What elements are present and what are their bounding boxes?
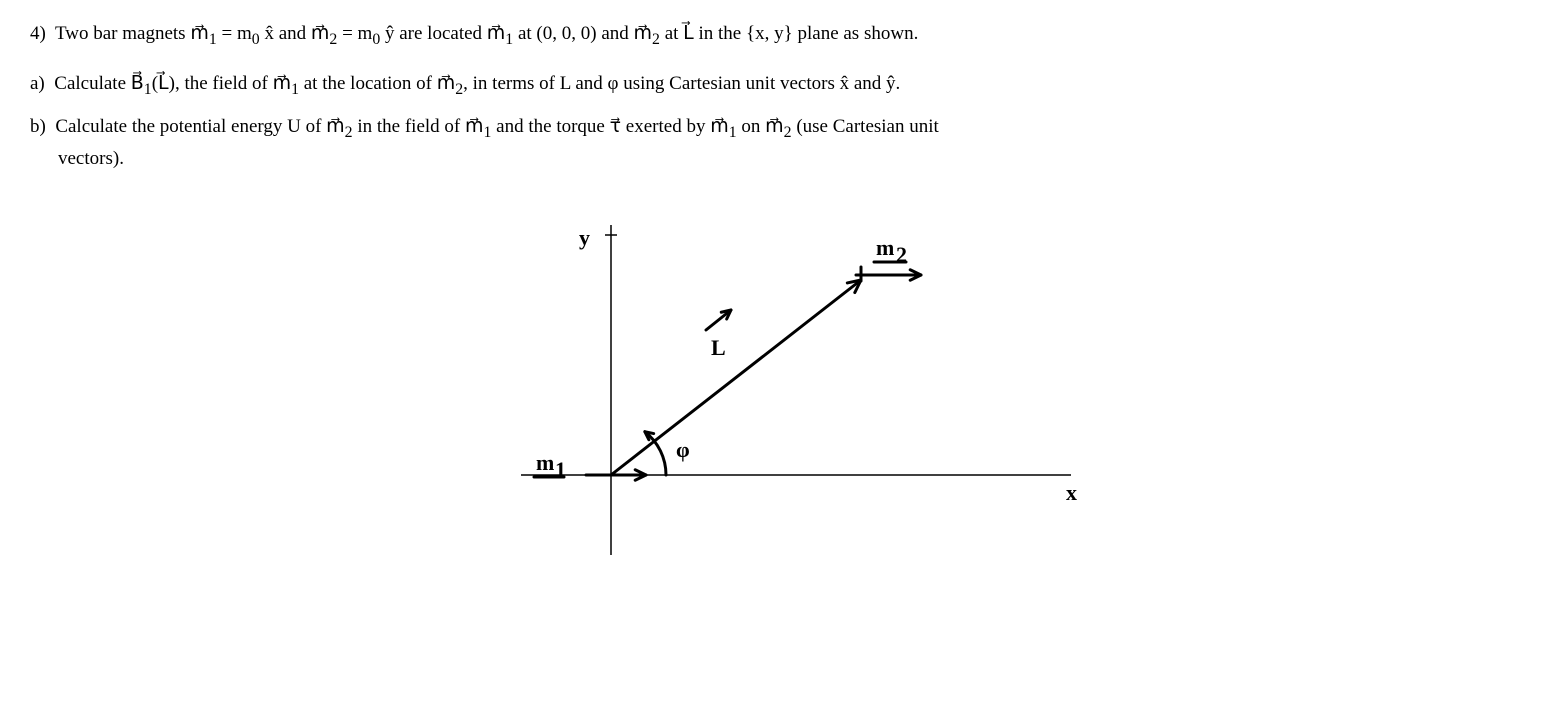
figure-container: yxm1Lφm2 [30, 185, 1531, 565]
part-a-label: a) [30, 73, 45, 94]
problem-text: Two bar magnets m⃗1 = m0 x̂ and m⃗2 = m0… [55, 23, 918, 44]
problem-number: 4) [30, 23, 46, 44]
svg-text:x: x [1066, 480, 1077, 505]
svg-text:L: L [711, 335, 726, 360]
part-b-label: b) [30, 116, 46, 137]
part-a: a) Calculate B⃗1(L⃗), the field of m⃗1 a… [30, 70, 1531, 102]
svg-text:m: m [536, 450, 554, 475]
svg-text:φ: φ [676, 437, 690, 462]
dipole-figure: yxm1Lφm2 [431, 185, 1131, 565]
svg-text:m: m [876, 235, 894, 260]
part-b-text: Calculate the potential energy U of m⃗2 … [55, 116, 938, 137]
svg-text:y: y [579, 225, 590, 250]
part-a-text: Calculate B⃗1(L⃗), the field of m⃗1 at t… [54, 73, 900, 94]
problem-statement: 4) Two bar magnets m⃗1 = m0 x̂ and m⃗2 =… [30, 20, 1531, 52]
part-b-continuation: vectors). [30, 145, 1531, 174]
part-b: b) Calculate the potential energy U of m… [30, 113, 1531, 173]
